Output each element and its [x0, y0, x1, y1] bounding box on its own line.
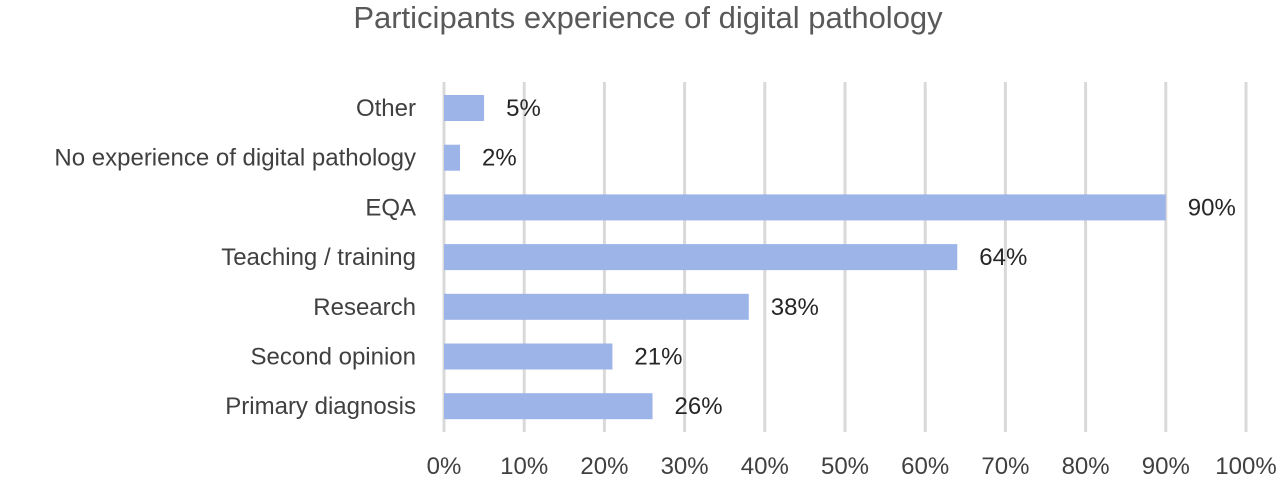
category-labels: Other No experience of digital pathology E… [54, 95, 416, 420]
x-axis-tick-labels: 0% 10% 20% 30% 40% 50% 60% 70% 80% 90% 100% [427, 453, 1277, 480]
data-label: 64% [979, 244, 1027, 271]
bar [444, 293, 749, 320]
data-label: 5% [506, 95, 541, 122]
x-tick-label: 80% [1062, 453, 1110, 480]
category-label: Teaching / training [221, 244, 416, 271]
x-tick-label: 0% [427, 453, 462, 480]
x-tick-label: 20% [580, 453, 628, 480]
x-tick-label: 40% [741, 453, 789, 480]
bars [444, 95, 1166, 420]
bar [444, 343, 613, 370]
x-tick-label: 30% [661, 453, 709, 480]
category-label: No experience of digital pathology [54, 145, 416, 172]
data-label: 21% [634, 344, 682, 371]
chart-title: Participants experience of digital patho… [353, 0, 943, 35]
data-label: 90% [1188, 194, 1236, 221]
category-label: Primary diagnosis [225, 393, 416, 420]
x-tick-label: 90% [1142, 453, 1190, 480]
data-label: 2% [482, 145, 517, 172]
bar [444, 244, 958, 271]
data-labels: 5% 2% 90% 64% 38% 21% 26% [482, 95, 1236, 420]
bar [444, 194, 1166, 221]
category-label: Research [313, 294, 416, 321]
x-tick-label: 60% [901, 453, 949, 480]
bar [444, 393, 653, 420]
x-tick-label: 100% [1215, 453, 1276, 480]
bar [444, 144, 461, 171]
category-label: Second opinion [251, 344, 416, 371]
x-tick-label: 10% [500, 453, 548, 480]
data-label: 26% [675, 393, 723, 420]
x-tick-label: 50% [821, 453, 869, 480]
category-label: EQA [365, 194, 416, 221]
category-label: Other [356, 95, 416, 122]
bar [444, 95, 485, 121]
data-label: 38% [771, 294, 819, 321]
x-tick-label: 70% [981, 453, 1029, 480]
